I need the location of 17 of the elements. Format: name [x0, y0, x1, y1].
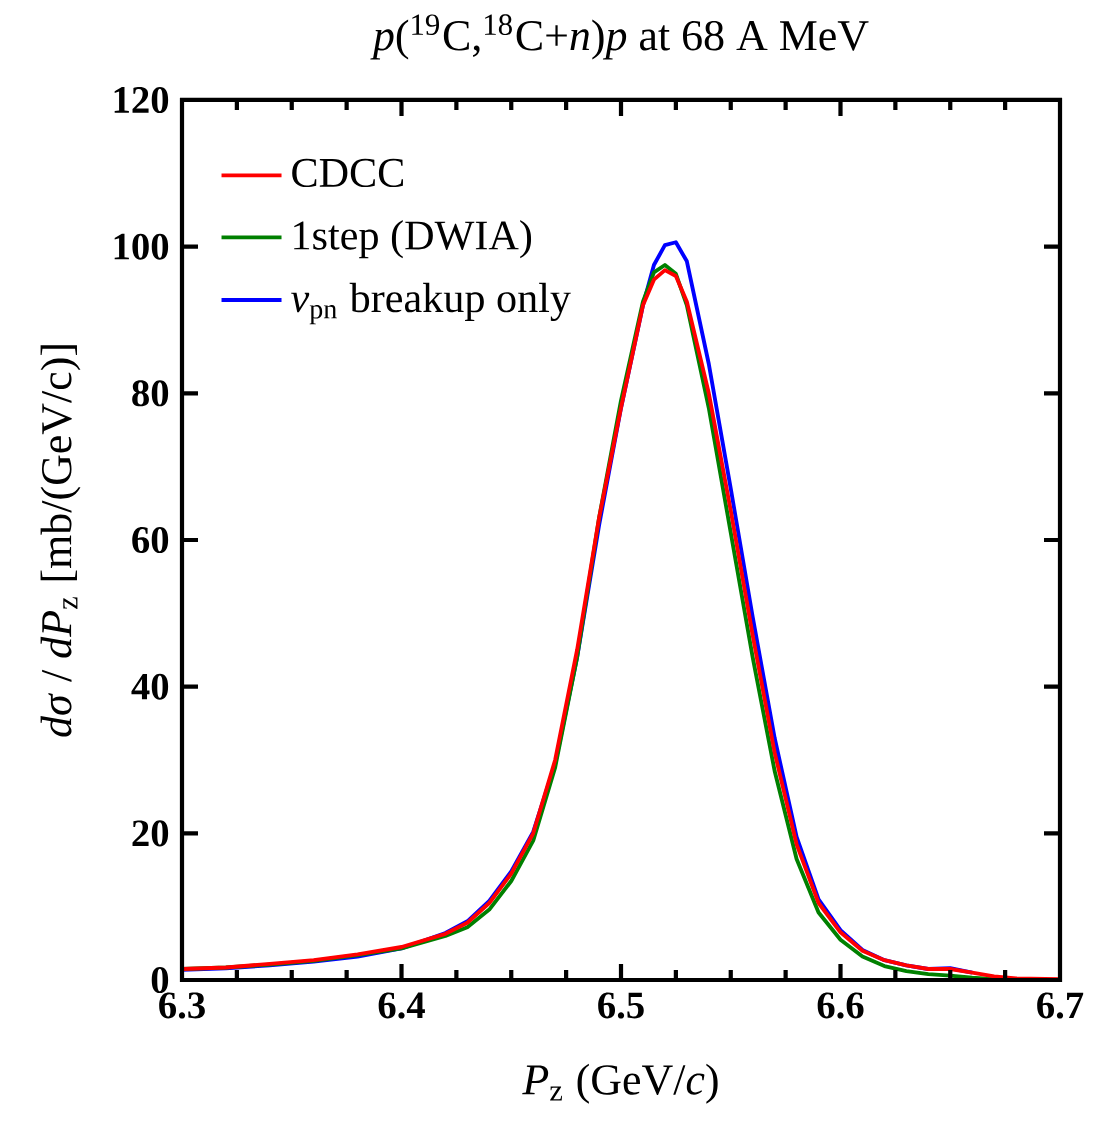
x-tick-label: 6.6 [817, 992, 864, 1019]
x-tick-label: 6.4 [378, 992, 425, 1019]
legend-label: CDCC [292, 158, 403, 188]
y-tick-label: 20 [132, 820, 169, 847]
y-tick-label: 100 [114, 233, 169, 260]
legend-label: 1step (DWIA) [294, 220, 532, 259]
y-axis-title: dσ / dP$_{z}$ [mb/(GeV/c)] [40, 345, 81, 737]
y-tick-label: 60 [132, 526, 169, 554]
y-tick-label: 40 [131, 673, 169, 700]
legend-label: v$_{pn}$ breakup only [291, 282, 571, 325]
x-axis-title: P$_{z}$ (GeV/c) [522, 1063, 718, 1104]
x-tick-label: 6.3 [159, 992, 205, 1019]
y-tick-label: 80 [132, 380, 169, 407]
y-tick-label: 120 [114, 86, 169, 114]
x-tick-label: 6.5 [598, 992, 644, 1019]
chart-title: p($^{19}$C,$^{18}$C+n)p at 68 A MeV [370, 14, 869, 60]
x-tick-label: 6.7 [1037, 992, 1084, 1019]
